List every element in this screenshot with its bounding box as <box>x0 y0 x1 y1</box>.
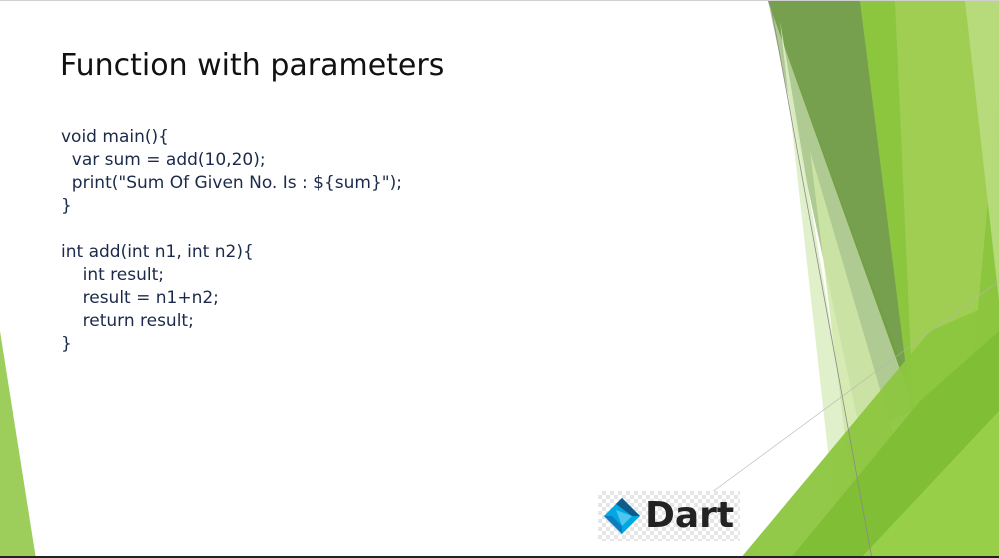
code-line: print("Sum Of Given No. Is : ${sum}"); <box>61 173 402 193</box>
code-line: result = n1+n2; <box>61 288 219 308</box>
dart-logo-text: Dart <box>645 495 735 536</box>
dart-logo-icon <box>604 498 640 534</box>
code-line <box>61 218 402 241</box>
dart-logo: Dart <box>598 491 740 541</box>
code-line: } <box>61 334 72 354</box>
code-block: void main(){ var sum = add(10,20); print… <box>61 126 402 356</box>
code-line: } <box>61 196 72 216</box>
slide-title: Function with parameters <box>60 48 445 83</box>
code-line: var sum = add(10,20); <box>61 150 266 170</box>
code-line: int result; <box>61 265 165 285</box>
code-line: void main(){ <box>61 127 169 147</box>
code-line: int add(int n1, int n2){ <box>61 242 254 262</box>
code-line: return result; <box>61 311 194 331</box>
